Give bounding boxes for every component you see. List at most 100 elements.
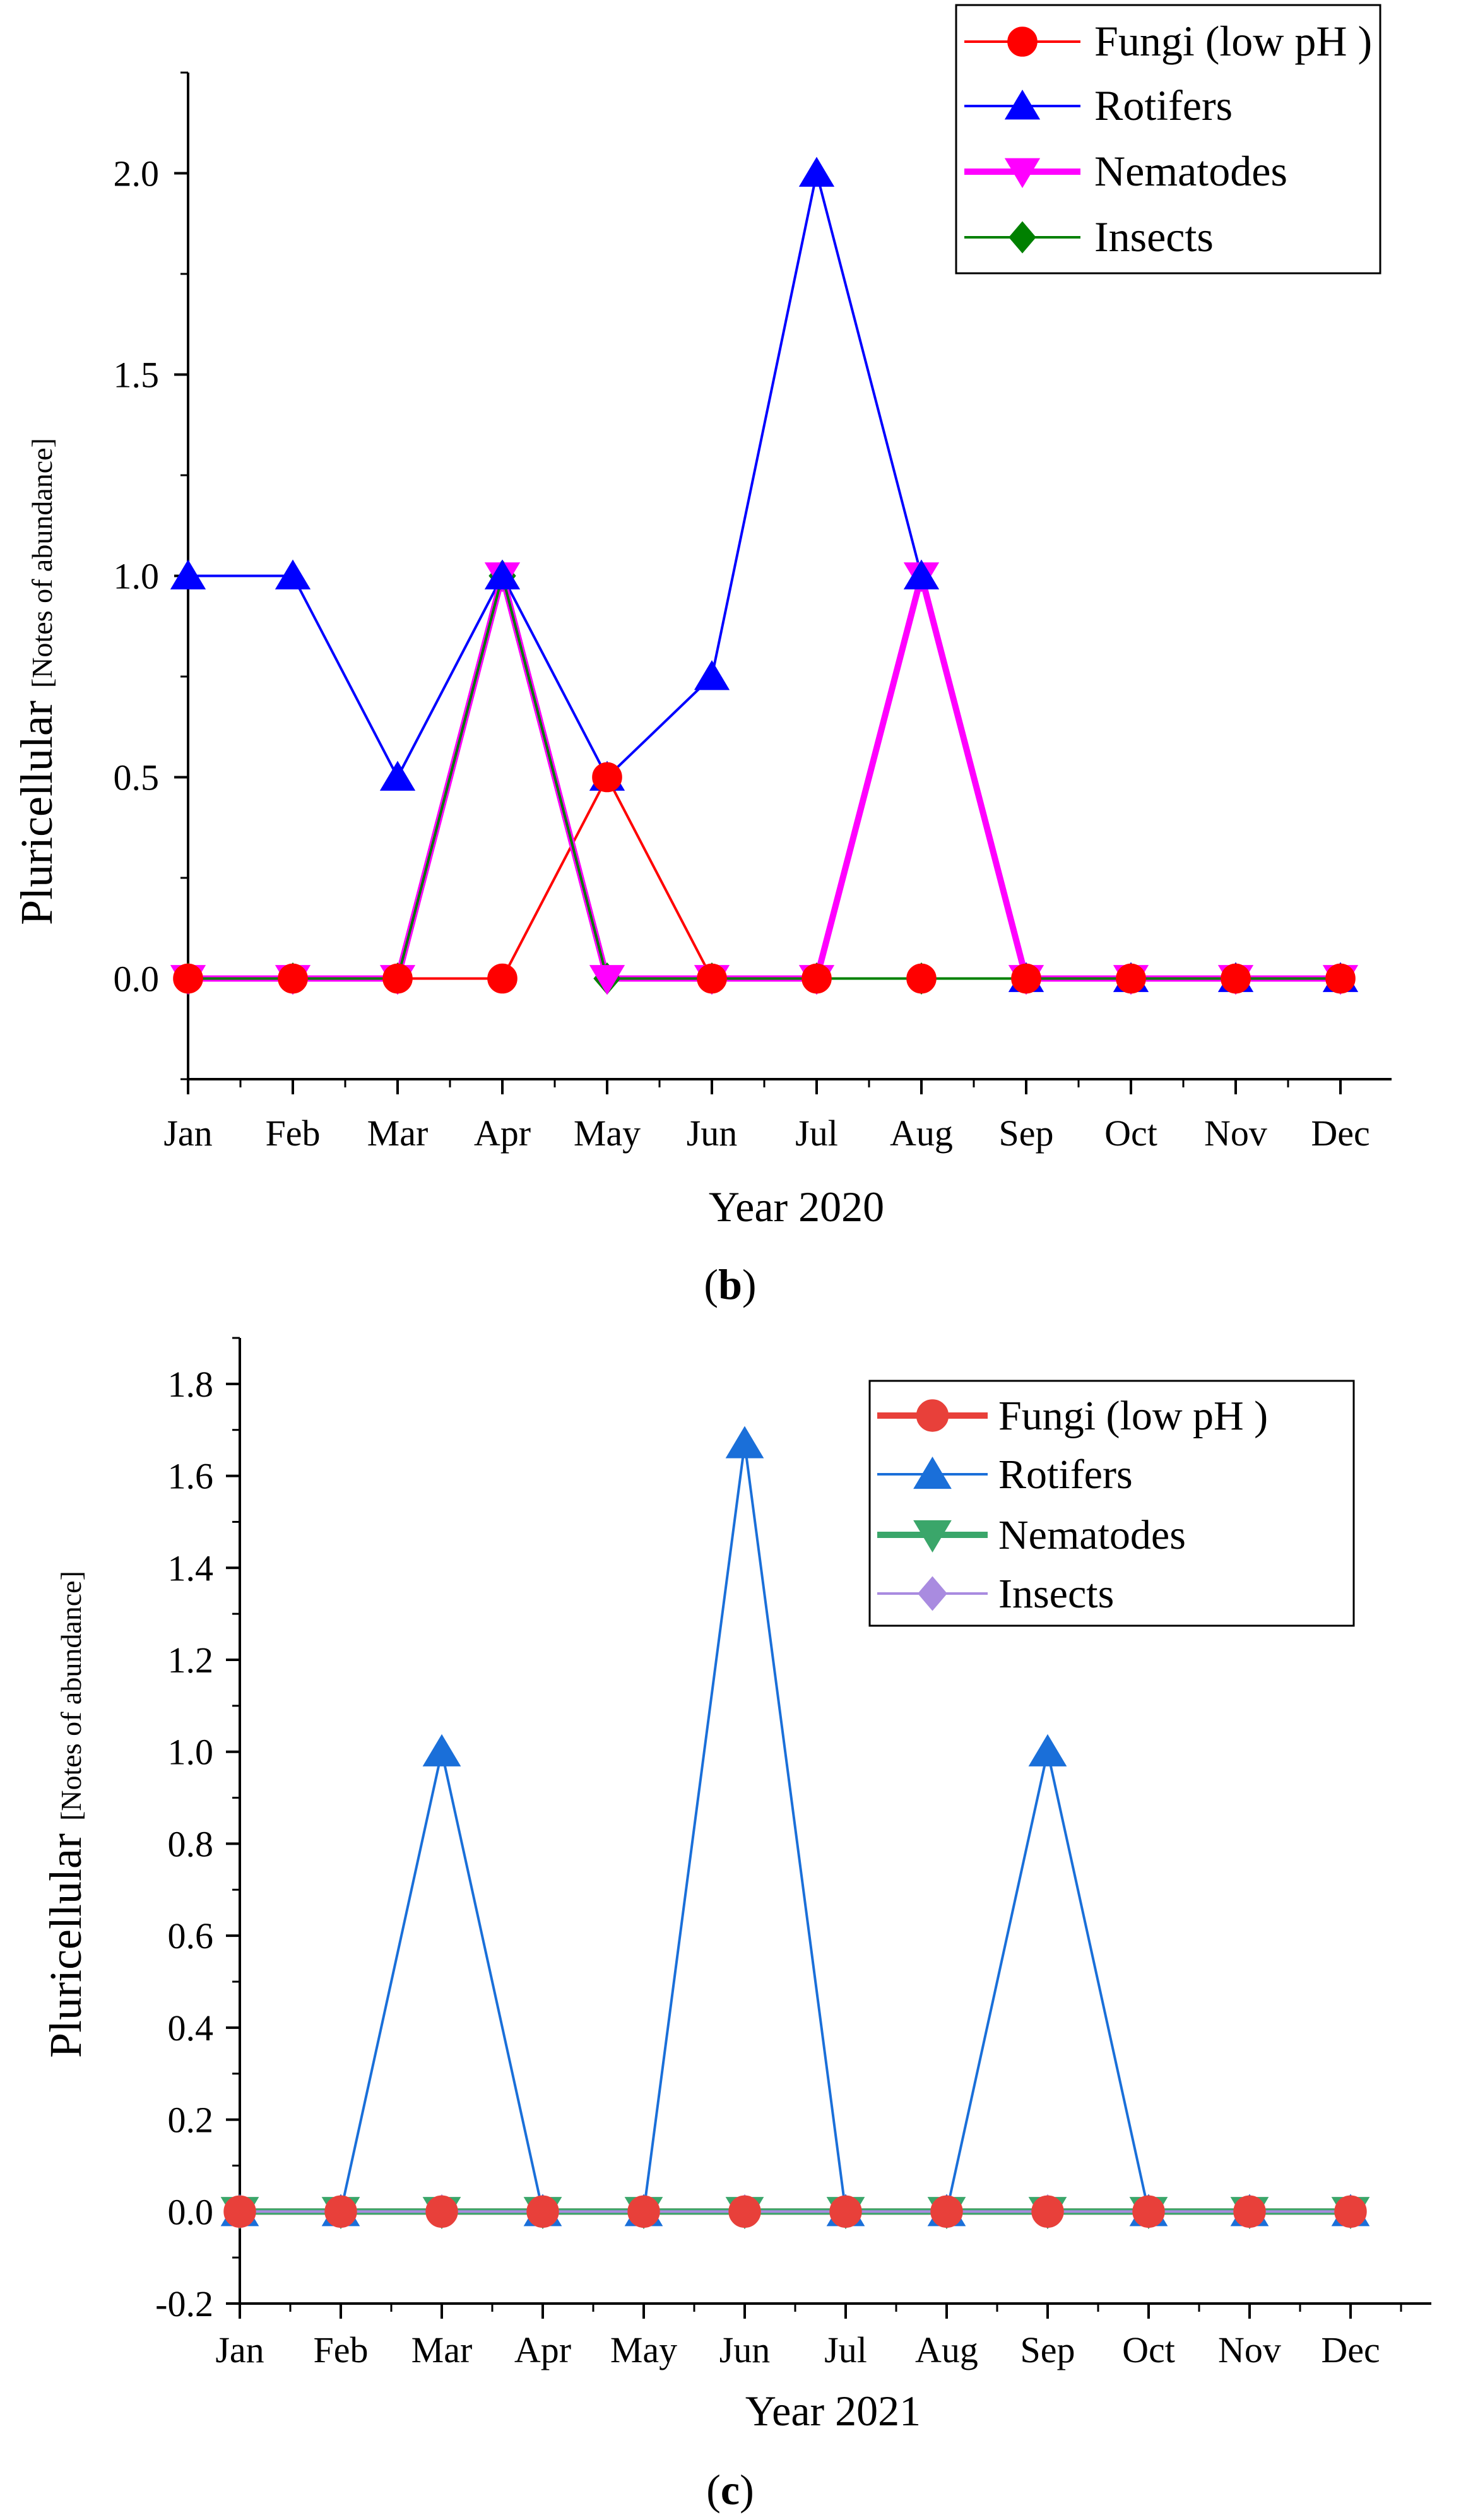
chart-c-y-tick-label: 0.6 — [168, 1915, 214, 1956]
chart-b-x-tick-label: Mar — [367, 1113, 429, 1154]
chart-c-x-axis-label: Year 2021 — [745, 2387, 921, 2435]
chart-b-point-fungi-low-ph — [382, 963, 413, 994]
chart-b-series — [170, 157, 1359, 995]
chart-c-legend-marker-insects — [918, 1576, 947, 1611]
chart-c-ticks: -0.2 0.0 0.2 0.4 0.6 0.8 1.0 1.2 1.4 1.6 1.8 Jan Feb… — [155, 1337, 1402, 2370]
chart-b-x-tick-label: Feb — [266, 1113, 321, 1154]
chart-c-point-fungi-low-ph — [425, 2195, 458, 2228]
chart-c-point-fungi-low-ph — [930, 2195, 963, 2228]
chart-b-legend-label-nematodes: Nematodes — [1094, 147, 1287, 195]
chart-b-point-fungi-low-ph — [592, 762, 622, 793]
chart-c-point-fungi-low-ph — [324, 2195, 357, 2228]
chart-c-point-fungi-low-ph — [1233, 2195, 1266, 2228]
chart-b-series-line-fungi-low-ph — [188, 774, 1340, 980]
chart-b-point-fungi-low-ph — [1011, 963, 1041, 994]
chart-b-point-fungi-low-ph — [278, 963, 308, 994]
chart-c-x-tick-label: Mar — [411, 2329, 473, 2370]
chart-c-y-tick-label: 1.0 — [168, 1732, 214, 1773]
chart-c-legend: Fungi (low pH ) Rotifers Nematodes Insects — [868, 1380, 1355, 1627]
chart-b-point-rotifers — [484, 559, 521, 589]
chart-b-point-fungi-low-ph — [1221, 963, 1251, 994]
chart-b-panel-label: (b) — [704, 1260, 756, 1308]
chart-c-point-fungi-low-ph — [1031, 2195, 1064, 2228]
chart-c-point-fungi-low-ph — [627, 2195, 660, 2228]
chart-c-x-tick-label: Apr — [514, 2329, 571, 2370]
chart-b-x-tick-label: Aug — [890, 1113, 953, 1154]
chart-c-point-fungi-low-ph — [223, 2195, 256, 2228]
chart-b-point-rotifers — [379, 760, 416, 791]
chart-c-x-tick-label: Aug — [915, 2329, 978, 2370]
chart-c-y-tick-label: 1.4 — [168, 1547, 214, 1588]
chart-b-legend-marker-rotifers — [1004, 90, 1041, 120]
chart-c-y-tick-label: 1.8 — [168, 1364, 214, 1405]
chart-c-x-tick-label: Oct — [1122, 2329, 1175, 2370]
chart-b-x-tick-label: Jan — [163, 1113, 212, 1154]
chart-c-x-tick-label: Nov — [1218, 2329, 1281, 2370]
chart-b-point-nematodes — [589, 965, 625, 995]
chart-b-point-rotifers — [903, 559, 940, 589]
chart-b-x-tick-label: May — [574, 1113, 641, 1154]
chart-c-legend-box — [868, 1380, 1355, 1627]
chart-c-point-fungi-low-ph — [1334, 2195, 1367, 2228]
chart-c-y-tick-label: 0.4 — [168, 2008, 214, 2049]
chart-c-y-tick-label: 0.0 — [168, 2191, 214, 2232]
chart-b-point-fungi-low-ph — [906, 963, 937, 994]
chart-c-y-tick-label: 1.6 — [168, 1456, 214, 1497]
chart-c-point-rotifers — [422, 1734, 461, 1766]
chart-c-legend-label-insects: Insects — [998, 1571, 1114, 1617]
chart-b-legend-label-rotifers: Rotifers — [1094, 81, 1233, 129]
chart-c-point-rotifers — [725, 1426, 764, 1458]
chart-c-x-tick-label: May — [610, 2329, 677, 2370]
chart-b-point-fungi-low-ph — [1325, 963, 1356, 994]
chart-c-y-axis-subtitle: [Notes of abundance] — [55, 1571, 87, 1821]
chart-b-point-fungi-low-ph — [487, 963, 518, 994]
chart-b-y-axis-title: Pluricellular — [11, 701, 62, 925]
chart-b-point-fungi-low-ph — [173, 963, 203, 994]
chart-b-y-axis-label: Pluricellular [Notes of abundance] — [11, 438, 62, 925]
chart-b-x-tick-label: Apr — [474, 1113, 531, 1154]
chart-c-x-tick-label: Jul — [824, 2329, 867, 2370]
chart-c-series — [220, 1426, 1370, 2230]
chart-c-legend-label-rotifers: Rotifers — [998, 1452, 1133, 1498]
chart-b-x-tick-label: Jun — [687, 1113, 738, 1154]
chart-c-legend-marker-nematodes — [913, 1520, 952, 1553]
chart-b-x-tick-label: Dec — [1311, 1113, 1369, 1154]
chart-c-y-tick-label: 0.2 — [168, 2100, 214, 2141]
chart-b-panel-letter: b — [718, 1260, 742, 1308]
chart-c-x-tick-label: Feb — [314, 2329, 369, 2370]
chart-c-panel-label: (c) — [706, 2466, 754, 2514]
chart-c-y-tick-label: 1.2 — [168, 1640, 214, 1681]
chart-b-x-tick-label: Nov — [1204, 1113, 1267, 1154]
chart-b-y-axis-subtitle: [Notes of abundance] — [26, 438, 58, 688]
chart-c-legend-label-nematodes: Nematodes — [998, 1512, 1186, 1558]
chart-b-legend: Fungi (low pH ) Rotifers Nematodes Insects — [955, 4, 1381, 275]
chart-b-point-fungi-low-ph — [697, 963, 727, 994]
chart-b-point-rotifers — [170, 559, 206, 589]
chart-c-y-tick-label: -0.2 — [155, 2283, 213, 2324]
chart-b-point-rotifers — [798, 157, 835, 187]
chart-c-point-rotifers — [1028, 1734, 1067, 1766]
chart-b-point-rotifers — [275, 559, 311, 589]
chart-b-point-fungi-low-ph — [1116, 963, 1146, 994]
chart-panel-b: 0.0 0.5 1.0 1.5 2.0 Jan Feb Mar Apr May Jun Jul Aug S… — [11, 4, 1392, 1308]
chart-b-point-fungi-low-ph — [801, 963, 832, 994]
chart-b-x-tick-label: Sep — [999, 1113, 1054, 1154]
chart-b-legend-marker-fungi-low-ph — [1007, 27, 1038, 57]
chart-b-point-rotifers — [694, 660, 730, 690]
chart-b-y-tick-label: 1.0 — [114, 556, 160, 597]
chart-b-legend-label-insects: Insects — [1094, 213, 1214, 261]
chart-b-y-tick-label: 0.0 — [114, 959, 160, 1000]
chart-b-series-line-rotifers — [188, 172, 1340, 980]
chart-c-legend-marker-fungi-low-ph — [916, 1399, 949, 1432]
chart-c-y-axis-title: Pluricellular — [40, 1833, 91, 2058]
chart-b-legend-marker-insects — [1009, 221, 1036, 254]
chart-b-y-tick-label: 2.0 — [114, 153, 160, 194]
chart-b-x-tick-label: Jul — [795, 1113, 838, 1154]
chart-c-point-fungi-low-ph — [728, 2195, 761, 2228]
chart-b-series-line-insects — [188, 571, 1340, 980]
chart-c-x-tick-label: Dec — [1321, 2329, 1380, 2370]
chart-panel-c: -0.2 0.0 0.2 0.4 0.6 0.8 1.0 1.2 1.4 1.6 1.8 Jan Feb… — [40, 1337, 1431, 2514]
chart-b-x-axis-label: Year 2020 — [709, 1183, 884, 1231]
chart-c-x-tick-label: Sep — [1020, 2329, 1075, 2370]
